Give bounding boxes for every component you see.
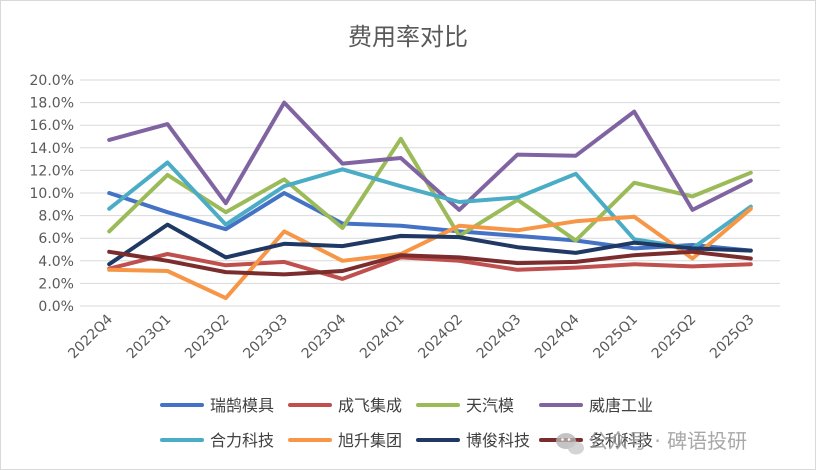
legend-label: 多利科技 — [589, 431, 653, 450]
watermark-text: 公众号 · 碑语投研 — [588, 429, 747, 453]
y-tick-label: 18.0% — [30, 96, 74, 112]
y-tick-label: 12.0% — [30, 163, 74, 179]
legend-label: 博俊科技 — [466, 431, 530, 450]
legend-label: 天汽模 — [466, 396, 514, 415]
watermark: 公众号 · 碑语投研 — [556, 429, 747, 455]
series-line-7 — [107, 222, 753, 267]
legend-label: 威唐工业 — [589, 396, 653, 415]
legend-label: 旭升集团 — [338, 431, 402, 450]
y-tick-label: 6.0% — [38, 231, 74, 247]
y-tick-label: 4.0% — [38, 254, 74, 270]
series-lines — [107, 100, 753, 301]
series-line-6 — [107, 206, 753, 301]
legend-label: 瑞鹄模具 — [210, 396, 274, 415]
y-tick-label: 14.0% — [30, 141, 74, 157]
y-tick-label: 0.0% — [38, 299, 74, 315]
chart-title: 费用率对比 — [348, 23, 468, 51]
y-axis-ticks: 0.0% 2.0% 4.0% 6.0% 8.0% 10.0% 12.0% 14.0% 16.0%… — [30, 73, 74, 315]
legend-label: 成飞集成 — [338, 396, 402, 415]
series-line-3 — [107, 136, 753, 243]
series-line-2 — [107, 252, 753, 281]
series-line-1 — [107, 191, 753, 253]
series-line-8 — [107, 249, 753, 277]
series-line-5 — [107, 160, 753, 251]
y-tick-label: 2.0% — [38, 276, 74, 292]
y-tick-label: 8.0% — [38, 209, 74, 225]
series-line-4 — [107, 100, 753, 212]
y-tick-label: 20.0% — [30, 73, 74, 89]
y-tick-label: 16.0% — [30, 118, 74, 134]
wechat-icon — [556, 433, 584, 455]
legend-label: 合力科技 — [210, 431, 274, 450]
y-tick-label: 10.0% — [30, 186, 74, 202]
